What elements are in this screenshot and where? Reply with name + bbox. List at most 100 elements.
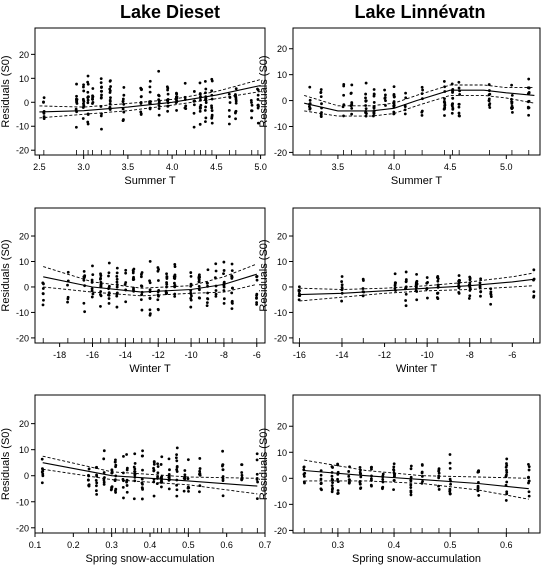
- y-tick-label: 0: [24, 282, 29, 292]
- data-point: [173, 281, 176, 285]
- data-point: [41, 303, 45, 307]
- data-point: [113, 460, 117, 464]
- data-point: [364, 99, 368, 103]
- data-point: [148, 259, 152, 263]
- data-point: [505, 463, 509, 467]
- data-point: [214, 292, 218, 296]
- data-point: [125, 453, 129, 456]
- fit-line: [43, 273, 257, 293]
- data-point: [184, 104, 188, 108]
- data-point: [99, 272, 102, 276]
- data-point: [505, 468, 508, 472]
- x-tick-label: 0.4: [144, 540, 157, 550]
- data-point: [115, 266, 119, 270]
- data-point: [336, 480, 340, 484]
- data-point: [527, 113, 531, 117]
- data-point: [122, 496, 125, 500]
- data-point: [256, 87, 259, 91]
- data-point: [421, 88, 424, 92]
- data-point: [87, 467, 91, 471]
- data-point: [228, 101, 232, 104]
- data-point: [467, 297, 471, 300]
- y-tick-label: 20: [277, 232, 287, 242]
- data-point: [210, 77, 214, 81]
- data-point: [95, 492, 99, 496]
- data-point: [99, 89, 103, 93]
- data-point: [404, 292, 408, 296]
- data-point: [489, 302, 493, 306]
- data-point: [222, 297, 226, 301]
- data-point: [82, 269, 86, 273]
- data-point: [532, 294, 536, 298]
- data-point: [330, 484, 334, 488]
- data-point: [205, 304, 209, 307]
- y-tick-label: 0: [282, 282, 287, 292]
- data-point: [156, 269, 160, 273]
- data-point: [526, 106, 530, 110]
- data-point: [488, 106, 492, 109]
- data-point: [393, 473, 396, 476]
- data-point: [409, 483, 413, 487]
- plot-frame: [292, 27, 541, 156]
- x-tick-label: 0.7: [259, 540, 272, 550]
- data-point: [384, 104, 387, 107]
- data-point: [340, 280, 344, 283]
- data-point: [458, 93, 462, 96]
- data-point: [527, 494, 531, 498]
- data-point: [140, 454, 144, 458]
- data-point: [175, 488, 179, 492]
- x-tick-label: -14: [119, 350, 132, 360]
- data-point: [256, 93, 260, 97]
- data-point: [308, 98, 312, 102]
- x-tick-label: 0.3: [105, 540, 118, 550]
- data-point: [230, 276, 234, 280]
- data-point: [527, 91, 531, 94]
- data-point: [319, 90, 323, 94]
- panel-linnevatn-winter: -20 -10 0 10 20 -16 -14 -12 -10 -8 -6 Winter T Resid…: [258, 207, 541, 375]
- data-point: [404, 278, 408, 281]
- data-point: [197, 296, 201, 300]
- data-point: [350, 101, 354, 104]
- data-point: [198, 81, 202, 85]
- data-point: [87, 483, 91, 487]
- panel-linnevatn-summer: -20 -10 0 10 20 3.5 4.0 4.5 5.0 Summer T Residuals…: [258, 27, 541, 187]
- data-point: [227, 108, 231, 112]
- data-point: [83, 310, 87, 314]
- data-point: [121, 97, 125, 101]
- data-point: [476, 484, 480, 488]
- data-point: [393, 95, 396, 99]
- data-point: [231, 286, 234, 290]
- data-point: [100, 127, 103, 131]
- data-point: [165, 85, 169, 89]
- data-point: [420, 85, 424, 89]
- x-tick-label: 4.5: [210, 162, 223, 172]
- data-point: [256, 98, 260, 101]
- data-point: [82, 89, 86, 93]
- data-point: [86, 113, 90, 116]
- data-point: [392, 468, 396, 472]
- data-point: [107, 301, 111, 305]
- data-point: [308, 85, 312, 89]
- data-point: [451, 106, 455, 110]
- data-point: [479, 294, 482, 298]
- ci-upper-line: [43, 263, 257, 289]
- data-point: [132, 465, 136, 469]
- data-point: [183, 469, 187, 472]
- data-point: [42, 100, 45, 104]
- y-tick-label: -20: [16, 523, 29, 533]
- data-point: [102, 478, 106, 482]
- data-point: [82, 301, 86, 305]
- data-point: [75, 82, 78, 86]
- data-point: [157, 279, 160, 282]
- data-point: [75, 98, 78, 102]
- data-point: [157, 113, 161, 117]
- data-point: [347, 481, 351, 485]
- data-point: [190, 294, 193, 298]
- y-tick-label: 10: [277, 448, 287, 458]
- data-point: [505, 473, 508, 477]
- x-tick-label: 0.6: [500, 540, 513, 550]
- data-point: [228, 115, 231, 118]
- data-point: [148, 308, 152, 312]
- data-point: [222, 289, 226, 292]
- data-point: [107, 297, 111, 300]
